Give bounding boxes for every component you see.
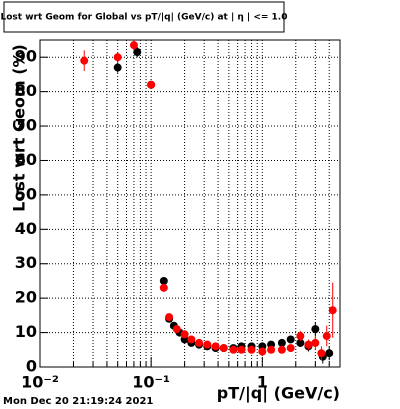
data-point — [172, 325, 181, 334]
chart-title: Lost wrt Geom for Global vs pT/|q| (GeV/… — [0, 13, 287, 23]
y-tick-label: 80 — [15, 81, 37, 100]
data-point — [286, 335, 295, 344]
y-tick-label: 30 — [15, 253, 37, 272]
data-point — [180, 330, 189, 339]
data-point — [317, 349, 326, 358]
data-point — [322, 332, 331, 341]
data-point — [229, 345, 238, 354]
x-tick-label: 10⁻² — [21, 373, 59, 392]
data-point — [219, 344, 228, 353]
data-point — [113, 53, 122, 62]
data-point — [147, 80, 156, 89]
data-point — [237, 345, 246, 354]
data-point — [80, 56, 89, 65]
data-point — [133, 48, 142, 57]
y-tick-label: 20 — [15, 288, 37, 307]
data-point — [195, 338, 204, 347]
data-point — [258, 347, 267, 356]
data-point — [277, 338, 286, 347]
data-point — [296, 338, 305, 347]
y-tick-label: 90 — [15, 47, 37, 66]
title-box — [3, 1, 285, 33]
plot-frame — [39, 39, 341, 368]
y-tick-label: 60 — [15, 150, 37, 169]
y-tick-label: 70 — [15, 116, 37, 135]
footer: Mon Dec 20 21:19:24 2021 — [3, 396, 153, 407]
y-tick-label: 50 — [15, 184, 37, 203]
data-point — [311, 325, 320, 334]
data-point — [165, 313, 174, 322]
data-point — [159, 276, 168, 285]
data-point — [129, 41, 138, 50]
data-point — [203, 340, 212, 349]
data-point — [311, 338, 320, 347]
x-tick-label: 10⁻¹ — [132, 373, 170, 392]
data-point — [159, 283, 168, 292]
data-point — [187, 335, 196, 344]
data-point — [286, 344, 295, 353]
data-point — [247, 345, 256, 354]
y-tick-label: 0 — [26, 357, 37, 376]
y-axis-label: Lost wrt Geom (%) — [10, 44, 29, 212]
data-point — [113, 63, 122, 72]
data-point — [277, 345, 286, 354]
data-point — [304, 340, 313, 349]
data-point — [296, 332, 305, 341]
data-point — [325, 349, 334, 358]
y-tick-label: 40 — [15, 219, 37, 238]
data-point — [328, 306, 337, 315]
data-point — [211, 342, 220, 351]
y-tick-label: 10 — [15, 322, 37, 341]
x-tick-label: 1 — [257, 373, 268, 392]
x-axis-label: pT/|q| (GeV/c) — [217, 384, 340, 404]
data-point — [267, 345, 276, 354]
